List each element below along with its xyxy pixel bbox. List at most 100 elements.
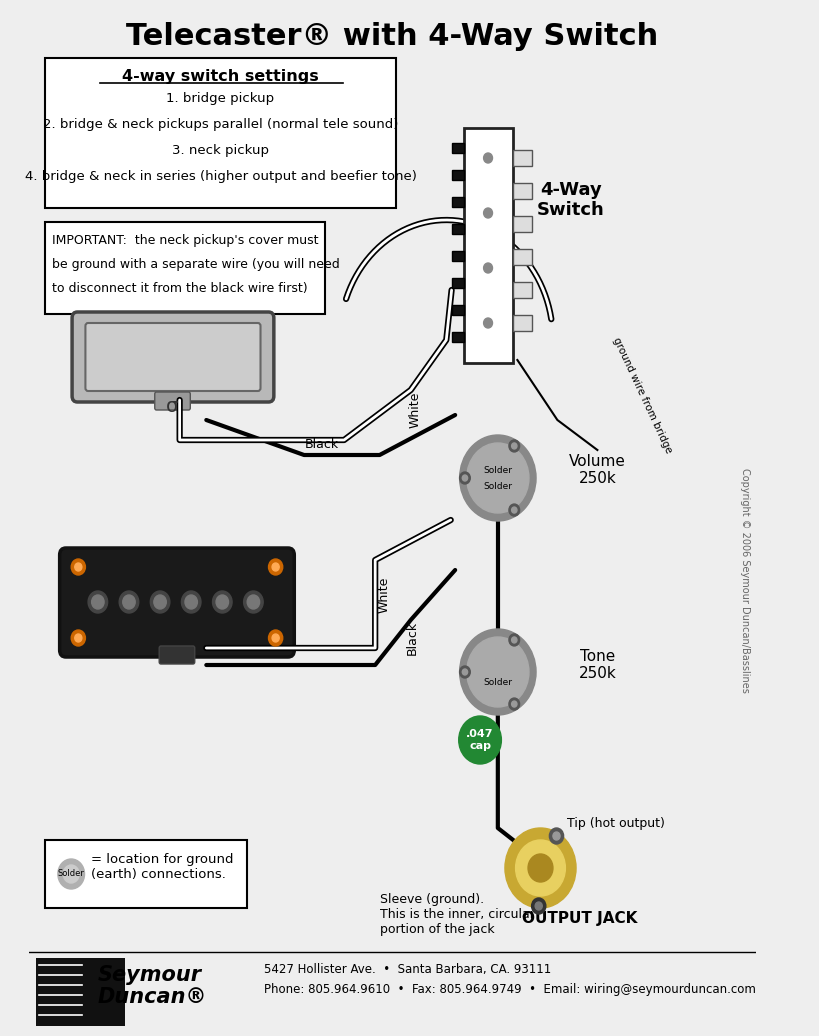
Bar bbox=[513, 150, 532, 166]
Circle shape bbox=[462, 474, 468, 481]
Bar bbox=[513, 315, 532, 330]
Circle shape bbox=[532, 898, 545, 914]
Circle shape bbox=[481, 260, 495, 276]
Text: 4. bridge & neck in series (higher output and beefier tone): 4. bridge & neck in series (higher outpu… bbox=[25, 170, 416, 182]
Circle shape bbox=[243, 591, 263, 613]
Circle shape bbox=[459, 435, 536, 521]
Circle shape bbox=[58, 859, 84, 889]
Circle shape bbox=[247, 595, 260, 609]
Bar bbox=[464, 128, 513, 363]
Circle shape bbox=[269, 559, 283, 575]
Text: Sleeve (ground).
This is the inner, circular
portion of the jack: Sleeve (ground). This is the inner, circ… bbox=[380, 893, 535, 936]
Text: Seymour: Seymour bbox=[97, 965, 201, 985]
Text: .047
cap: .047 cap bbox=[466, 729, 494, 751]
Text: White: White bbox=[409, 392, 422, 428]
Circle shape bbox=[481, 205, 495, 221]
FancyBboxPatch shape bbox=[60, 548, 294, 657]
Text: 5427 Hollister Ave.  •  Santa Barbara, CA. 93111: 5427 Hollister Ave. • Santa Barbara, CA.… bbox=[264, 962, 551, 976]
Circle shape bbox=[505, 828, 576, 908]
Text: = location for ground
(earth) connections.: = location for ground (earth) connection… bbox=[91, 853, 233, 881]
Circle shape bbox=[509, 440, 519, 452]
Text: OUTPUT JACK: OUTPUT JACK bbox=[522, 911, 637, 925]
Circle shape bbox=[272, 563, 279, 571]
Circle shape bbox=[92, 595, 104, 609]
FancyBboxPatch shape bbox=[44, 840, 247, 908]
Bar bbox=[451, 278, 464, 288]
Circle shape bbox=[123, 595, 135, 609]
Text: Solder: Solder bbox=[483, 465, 513, 474]
Circle shape bbox=[528, 854, 553, 882]
Bar bbox=[451, 197, 464, 207]
Circle shape bbox=[512, 507, 517, 513]
Circle shape bbox=[462, 669, 468, 675]
Text: White: White bbox=[378, 577, 391, 613]
Circle shape bbox=[481, 150, 495, 166]
Circle shape bbox=[509, 505, 519, 516]
Text: Telecaster® with 4-Way Switch: Telecaster® with 4-Way Switch bbox=[126, 22, 658, 51]
Bar bbox=[451, 143, 464, 153]
Circle shape bbox=[185, 595, 197, 609]
Bar bbox=[451, 305, 464, 315]
Circle shape bbox=[459, 666, 470, 678]
Circle shape bbox=[216, 595, 229, 609]
FancyBboxPatch shape bbox=[85, 323, 260, 391]
Circle shape bbox=[535, 902, 542, 910]
Circle shape bbox=[269, 630, 283, 646]
Circle shape bbox=[212, 591, 232, 613]
Circle shape bbox=[467, 637, 529, 707]
Text: 4-way switch settings: 4-way switch settings bbox=[122, 68, 319, 84]
Circle shape bbox=[459, 629, 536, 715]
Circle shape bbox=[553, 832, 560, 840]
Circle shape bbox=[63, 865, 79, 883]
Text: 3. neck pickup: 3. neck pickup bbox=[172, 144, 269, 156]
Text: Solder: Solder bbox=[483, 678, 513, 687]
Circle shape bbox=[88, 591, 107, 613]
FancyBboxPatch shape bbox=[44, 58, 396, 208]
Circle shape bbox=[483, 153, 492, 163]
FancyBboxPatch shape bbox=[72, 312, 274, 402]
Text: be ground with a separate wire (you will need: be ground with a separate wire (you will… bbox=[52, 258, 339, 270]
Bar bbox=[451, 224, 464, 234]
Text: Copyright © 2006 Seymour Duncan/Basslines: Copyright © 2006 Seymour Duncan/Bassline… bbox=[740, 467, 750, 692]
Bar bbox=[36, 958, 124, 1026]
Bar bbox=[451, 332, 464, 342]
Text: Solder: Solder bbox=[483, 482, 513, 490]
Text: Black: Black bbox=[305, 437, 339, 451]
Text: Tone
250k: Tone 250k bbox=[578, 649, 616, 682]
Circle shape bbox=[75, 563, 82, 571]
Text: 2. bridge & neck pickups parallel (normal tele sound): 2. bridge & neck pickups parallel (norma… bbox=[43, 117, 398, 131]
Text: Volume
250k: Volume 250k bbox=[569, 454, 626, 486]
Bar bbox=[513, 215, 532, 232]
FancyBboxPatch shape bbox=[44, 222, 324, 314]
Bar bbox=[513, 183, 532, 199]
Circle shape bbox=[459, 472, 470, 484]
Text: to disconnect it from the black wire first): to disconnect it from the black wire fir… bbox=[52, 282, 307, 294]
Circle shape bbox=[467, 443, 529, 513]
Circle shape bbox=[120, 591, 138, 613]
Text: Black: Black bbox=[406, 621, 419, 655]
Text: 1. bridge pickup: 1. bridge pickup bbox=[166, 91, 274, 105]
Circle shape bbox=[512, 443, 517, 449]
Circle shape bbox=[182, 591, 201, 613]
Text: Solder: Solder bbox=[58, 869, 84, 879]
Text: IMPORTANT:  the neck pickup's cover must: IMPORTANT: the neck pickup's cover must bbox=[52, 233, 318, 247]
Circle shape bbox=[483, 263, 492, 274]
Circle shape bbox=[550, 828, 563, 844]
Circle shape bbox=[71, 630, 85, 646]
Text: Duncan®: Duncan® bbox=[97, 987, 207, 1007]
FancyBboxPatch shape bbox=[155, 392, 190, 410]
Text: Tip (hot output): Tip (hot output) bbox=[568, 816, 665, 830]
Circle shape bbox=[483, 318, 492, 328]
Circle shape bbox=[512, 701, 517, 707]
Bar bbox=[451, 251, 464, 261]
Circle shape bbox=[509, 634, 519, 646]
Circle shape bbox=[516, 840, 565, 896]
Circle shape bbox=[272, 634, 279, 642]
Circle shape bbox=[509, 698, 519, 710]
FancyBboxPatch shape bbox=[159, 646, 195, 664]
Circle shape bbox=[71, 559, 85, 575]
Circle shape bbox=[154, 595, 166, 609]
Circle shape bbox=[481, 315, 495, 330]
Bar bbox=[513, 282, 532, 298]
Circle shape bbox=[459, 716, 501, 764]
